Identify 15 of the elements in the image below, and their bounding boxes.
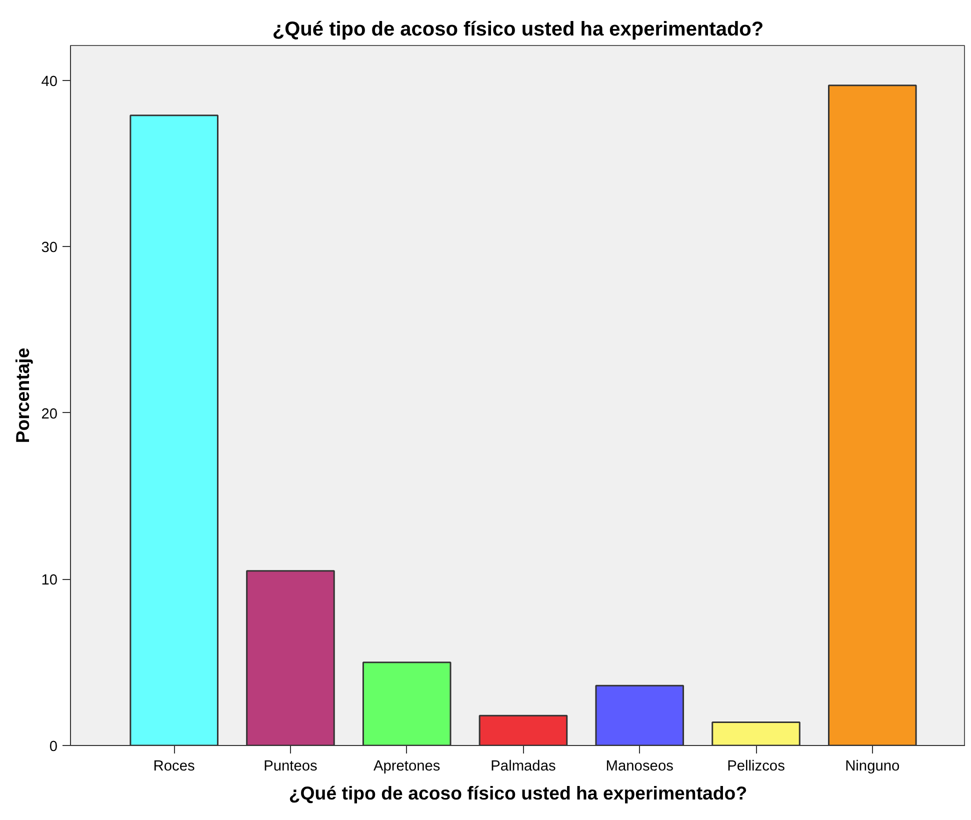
x-tick-label: Apretones bbox=[373, 758, 440, 774]
chart-title: ¿Qué tipo de acoso físico usted ha experimentado? bbox=[272, 18, 764, 40]
x-tick-label: Manoseos bbox=[606, 758, 674, 774]
y-tick-label: 30 bbox=[41, 240, 58, 256]
y-tick-label: 40 bbox=[41, 74, 58, 90]
x-tick-label: Punteos bbox=[264, 758, 318, 774]
x-tick-label: Roces bbox=[153, 758, 195, 774]
x-axis-title: ¿Qué tipo de acoso físico usted ha experimentado? bbox=[288, 782, 748, 804]
y-axis-title: Porcentaje bbox=[12, 348, 34, 444]
y-tick-label: 20 bbox=[41, 406, 58, 422]
x-tick-label: Ninguno bbox=[845, 758, 900, 774]
x-tick-label: Pellizcos bbox=[727, 758, 785, 774]
x-tick-label: Palmadas bbox=[490, 758, 556, 774]
y-tick-label: 0 bbox=[49, 739, 58, 755]
y-tick-label: 10 bbox=[41, 572, 58, 589]
